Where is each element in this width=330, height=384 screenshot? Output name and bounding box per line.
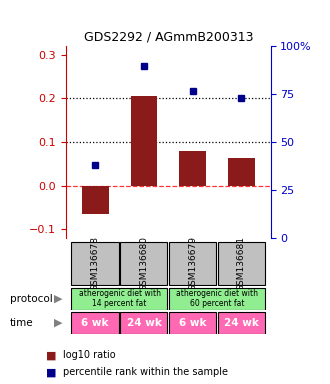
Text: ■: ■ <box>46 367 57 377</box>
Text: ■: ■ <box>46 350 57 360</box>
Text: ▶: ▶ <box>53 318 62 328</box>
Bar <box>169 242 216 285</box>
Text: 24 wk: 24 wk <box>224 318 259 328</box>
Title: GDS2292 / AGmmB200313: GDS2292 / AGmmB200313 <box>83 30 253 43</box>
Bar <box>71 288 167 310</box>
Text: time: time <box>10 318 34 328</box>
Text: protocol: protocol <box>10 294 53 304</box>
Text: 6 wk: 6 wk <box>179 318 206 328</box>
Bar <box>71 311 118 334</box>
Text: atherogenic diet with
14 percent fat: atherogenic diet with 14 percent fat <box>79 289 161 308</box>
Text: 6 wk: 6 wk <box>82 318 109 328</box>
Bar <box>169 311 216 334</box>
Bar <box>179 151 206 186</box>
Bar <box>169 288 265 310</box>
Bar <box>217 242 265 285</box>
Text: log10 ratio: log10 ratio <box>63 350 115 360</box>
Bar <box>82 186 109 214</box>
Bar <box>71 242 118 285</box>
Bar <box>120 242 167 285</box>
Text: percentile rank within the sample: percentile rank within the sample <box>63 367 228 377</box>
Bar <box>217 311 265 334</box>
Bar <box>120 311 167 334</box>
Text: GSM136678: GSM136678 <box>91 236 100 291</box>
Bar <box>131 96 157 186</box>
Text: atherogenic diet with
60 percent fat: atherogenic diet with 60 percent fat <box>176 289 258 308</box>
Text: GSM136680: GSM136680 <box>140 236 148 291</box>
Text: 24 wk: 24 wk <box>126 318 161 328</box>
Text: GSM136679: GSM136679 <box>188 236 197 291</box>
Text: ▶: ▶ <box>53 294 62 304</box>
Text: GSM136681: GSM136681 <box>237 236 246 291</box>
Bar <box>228 158 255 186</box>
